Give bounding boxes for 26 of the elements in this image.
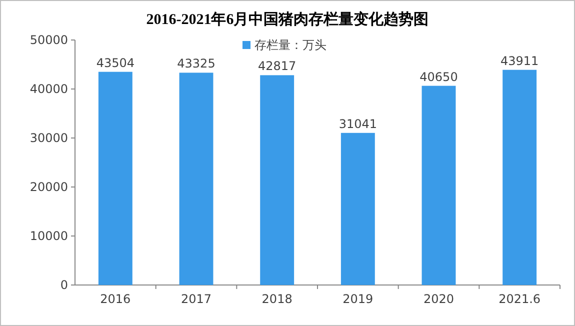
data-label: 43504 (96, 56, 135, 70)
data-label: 40650 (420, 70, 458, 84)
y-tick-label: 30000 (30, 131, 68, 145)
x-tick-label: 2019 (342, 292, 374, 306)
bar (98, 72, 132, 285)
x-tick-label: 2020 (423, 292, 454, 306)
x-tick-label: 2016 (100, 292, 131, 306)
y-tick-label: 40000 (30, 82, 68, 96)
x-tick-label: 2017 (180, 292, 212, 306)
y-tick-label: 0 (60, 278, 68, 292)
bar (340, 132, 375, 285)
bar (179, 72, 214, 285)
y-tick-label: 20000 (30, 180, 68, 194)
y-tick-label: 50000 (30, 33, 68, 47)
y-tick-label: 10000 (30, 229, 68, 243)
x-tick-label: 2018 (262, 292, 292, 306)
x-tick-label: 2021.6 (498, 292, 541, 306)
data-label: 31041 (338, 116, 378, 131)
legend-label: 存栏量：万头 (254, 38, 326, 52)
chart-title: 2016-2021年6月中国猪肉存栏量变化趋势图 (146, 10, 429, 28)
bar (422, 86, 456, 285)
bar (502, 70, 537, 285)
data-label: 43325 (177, 56, 216, 71)
bar (260, 75, 294, 285)
data-label: 42817 (258, 59, 296, 74)
data-label: 43911 (500, 54, 539, 68)
